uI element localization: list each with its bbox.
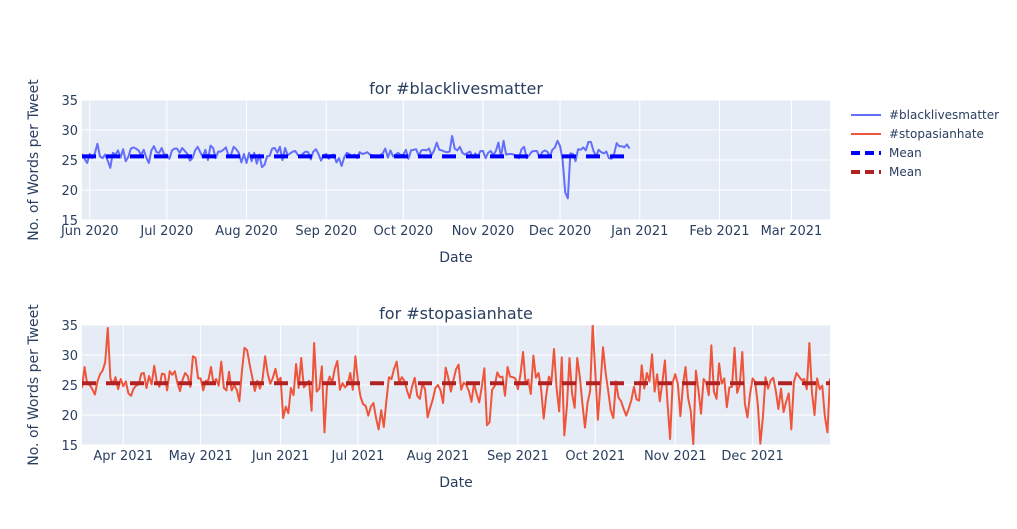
x-axis-label: Date bbox=[439, 475, 472, 491]
y-tick-label: 15 bbox=[61, 439, 78, 454]
x-tick-label: Apr 2021 bbox=[93, 449, 153, 464]
legend-label: Mean bbox=[889, 165, 922, 179]
series-group bbox=[82, 325, 830, 445]
x-tick-label: Nov 2021 bbox=[644, 449, 707, 464]
x-tick-label: Aug 2020 bbox=[215, 224, 278, 239]
y-tick-label: 35 bbox=[61, 319, 78, 334]
x-axis-label: Date bbox=[439, 250, 472, 266]
x-tick-label: Sep 2021 bbox=[487, 449, 549, 464]
x-tick-label: Jul 2021 bbox=[331, 449, 385, 464]
x-tick-label: Dec 2020 bbox=[529, 224, 591, 239]
y-tick-label: 20 bbox=[61, 184, 78, 199]
y-axis-label: No. of Words per Tweet bbox=[26, 79, 42, 241]
legend-label: #stopasianhate bbox=[889, 127, 984, 141]
y-tick-label: 30 bbox=[61, 349, 78, 364]
subplot-2: 15 20 25 30 35 Apr 2021 May 2021 Jun 2021 Jul 20… bbox=[26, 304, 830, 491]
y-tick-label: 15 bbox=[61, 214, 78, 229]
x-tick-label: Oct 2021 bbox=[565, 449, 625, 464]
x-tick-label: Dec 2021 bbox=[721, 449, 783, 464]
subplot-title: for #blacklivesmatter bbox=[369, 79, 543, 98]
y-axis-label: No. of Words per Tweet bbox=[26, 304, 42, 466]
subplot-1: 15 20 25 30 35 Jun 2020 Jul 2020 Aug 2020 Sep 20… bbox=[26, 79, 830, 266]
y-tick-label: 25 bbox=[61, 379, 78, 394]
x-tick-label: Feb 2021 bbox=[689, 224, 749, 239]
y-tick-label: 25 bbox=[61, 154, 78, 169]
legend-label: #blacklivesmatter bbox=[889, 108, 999, 122]
subplot-title: for #stopasianhate bbox=[379, 304, 533, 323]
x-tick-label: Jun 2021 bbox=[251, 449, 310, 464]
x-tick-label: Jul 2020 bbox=[139, 224, 193, 239]
series-group bbox=[82, 135, 631, 200]
x-tick-label: Oct 2020 bbox=[373, 224, 433, 239]
y-tick-label: 20 bbox=[61, 409, 78, 424]
x-tick-label: Sep 2020 bbox=[295, 224, 357, 239]
x-tick-label: Mar 2021 bbox=[761, 224, 823, 239]
series-line bbox=[82, 325, 830, 445]
y-tick-label: 30 bbox=[61, 124, 78, 139]
y-tick-label: 35 bbox=[61, 94, 78, 109]
x-tick-label: Aug 2021 bbox=[407, 449, 470, 464]
legend: #blacklivesmatter #stopasianhate Mean Mean bbox=[851, 108, 999, 179]
x-tick-label: May 2021 bbox=[169, 449, 233, 464]
x-tick-label: Nov 2020 bbox=[452, 224, 515, 239]
legend-label: Mean bbox=[889, 146, 922, 160]
x-tick-label: Jun 2020 bbox=[60, 224, 119, 239]
x-tick-label: Jan 2021 bbox=[610, 224, 668, 239]
